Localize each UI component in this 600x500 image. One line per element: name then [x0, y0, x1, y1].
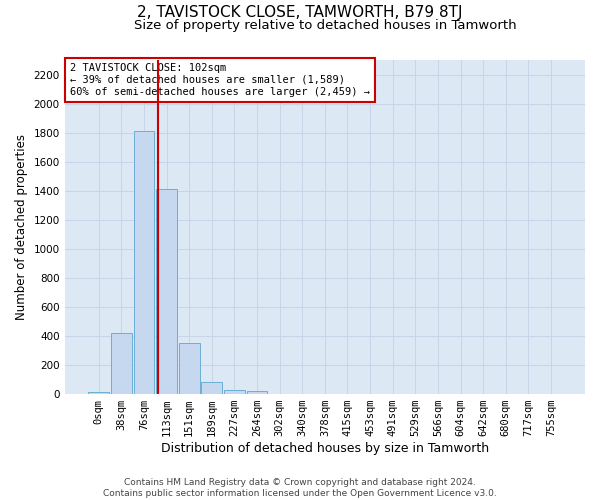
- Bar: [111, 333, 132, 394]
- Text: 2, TAVISTOCK CLOSE, TAMWORTH, B79 8TJ: 2, TAVISTOCK CLOSE, TAMWORTH, B79 8TJ: [137, 5, 463, 20]
- Bar: [179, 343, 200, 394]
- Y-axis label: Number of detached properties: Number of detached properties: [15, 134, 28, 320]
- Bar: [224, 390, 245, 394]
- Text: Contains HM Land Registry data © Crown copyright and database right 2024.
Contai: Contains HM Land Registry data © Crown c…: [103, 478, 497, 498]
- Bar: [156, 190, 177, 394]
- Bar: [247, 391, 268, 394]
- Bar: [134, 131, 154, 394]
- Title: Size of property relative to detached houses in Tamworth: Size of property relative to detached ho…: [134, 20, 516, 32]
- Text: 2 TAVISTOCK CLOSE: 102sqm
← 39% of detached houses are smaller (1,589)
60% of se: 2 TAVISTOCK CLOSE: 102sqm ← 39% of detac…: [70, 64, 370, 96]
- Bar: [202, 382, 222, 394]
- X-axis label: Distribution of detached houses by size in Tamworth: Distribution of detached houses by size …: [161, 442, 489, 455]
- Bar: [88, 392, 109, 394]
